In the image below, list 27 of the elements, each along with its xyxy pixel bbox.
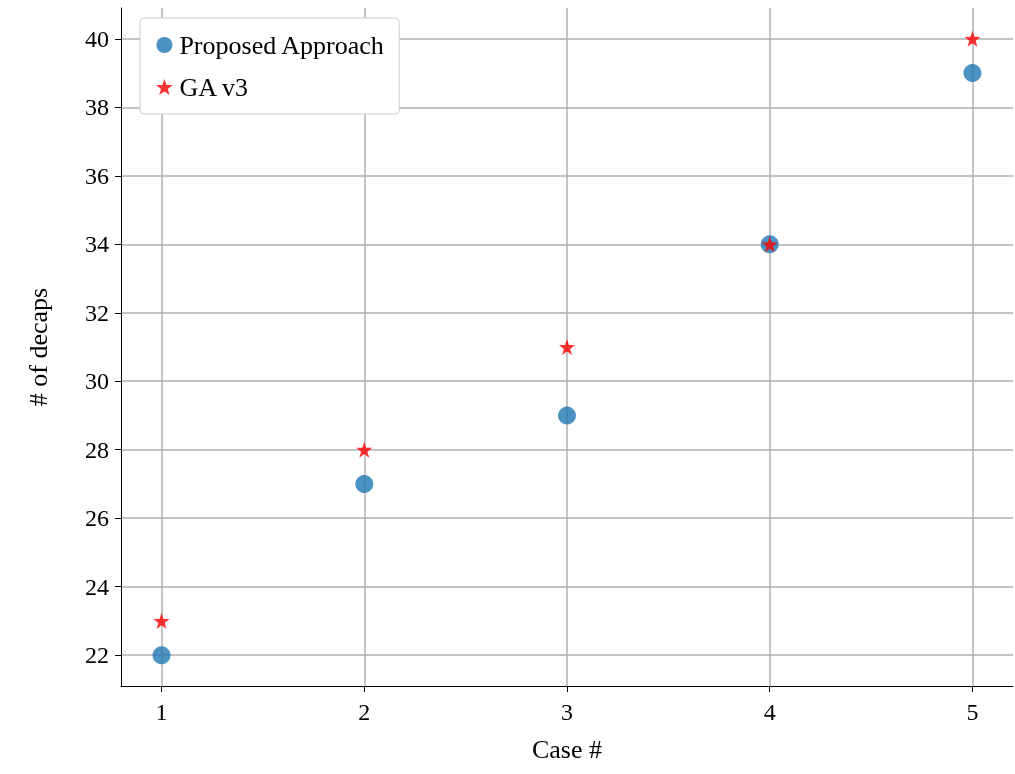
y-tick-label: 22 — [85, 642, 109, 669]
y-tick-label: 28 — [85, 436, 109, 463]
x-tick-label: 4 — [763, 699, 776, 725]
x-tick-label: 5 — [966, 699, 979, 725]
y-tick-label: 24 — [85, 573, 109, 600]
point — [355, 474, 374, 493]
y-tick-label: 34 — [85, 231, 109, 258]
x-axis-title: Case # — [531, 734, 603, 764]
y-tick-label: 30 — [85, 368, 109, 395]
legend-label: Proposed Approach — [179, 30, 384, 60]
y-axis-title: # of decaps — [23, 287, 53, 407]
x-tick-label: 1 — [155, 699, 168, 725]
y-tick-label: 26 — [85, 505, 109, 532]
y-tick-label: 38 — [85, 94, 109, 121]
y-tick-label: 40 — [85, 25, 109, 52]
point — [153, 612, 170, 629]
point — [356, 441, 373, 458]
y-tick-label: 32 — [85, 299, 109, 326]
legend-label: GA v3 — [179, 72, 249, 102]
x-tick-label: 3 — [561, 699, 573, 725]
point — [152, 646, 171, 665]
y-tick-label: 36 — [85, 162, 109, 189]
point — [964, 30, 981, 47]
x-tick-label: 2 — [358, 699, 371, 725]
point — [559, 339, 575, 355]
point — [558, 406, 576, 425]
point — [963, 64, 982, 83]
